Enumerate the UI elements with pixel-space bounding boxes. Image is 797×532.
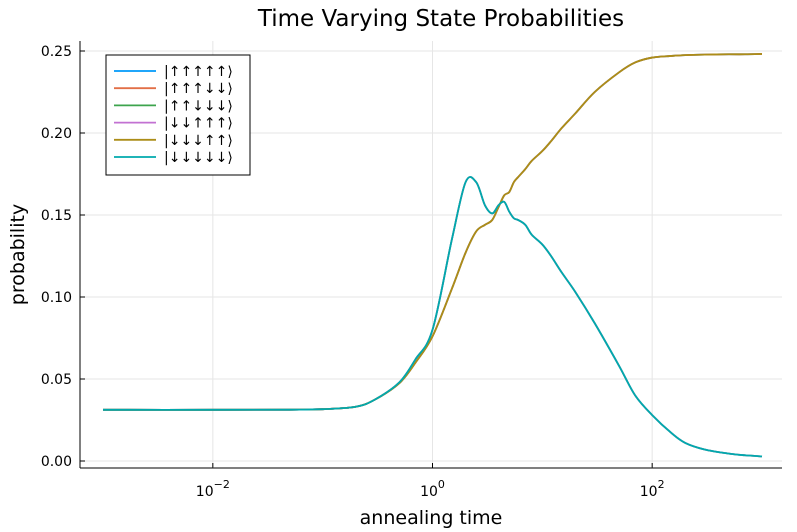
x-axis-ticks: 10−2 100 102 <box>196 463 665 500</box>
y-tick-label: 0.10 <box>41 290 72 306</box>
x-tick-label: 10−2 <box>196 478 230 500</box>
x-tick-label: 102 <box>640 478 665 500</box>
legend: |↑↑↑↑↑⟩|↑↑↑↓↓⟩|↑↑↓↓↓⟩ |↓↓↑↑↑⟩|↓↓↓↑↑⟩|↓↓↓↓… <box>105 54 251 176</box>
y-tick-label: 0.15 <box>41 208 72 224</box>
y-tick-label: 0.05 <box>41 372 72 388</box>
legend-label: |↑↑↑↑↑⟩ <box>164 64 233 80</box>
y-axis-label: probability <box>7 204 29 305</box>
legend-label: |↑↑↑↓↓⟩ <box>164 81 233 97</box>
y-tick-label: 0.25 <box>41 44 72 60</box>
series-lines <box>102 53 763 458</box>
y-tick-label: 0.20 <box>41 126 72 142</box>
legend-label: |↑↑↓↓↓⟩ <box>164 98 233 114</box>
series-line-6 <box>102 176 763 458</box>
legend-label: |↓↓↓↓↓⟩ <box>164 150 233 166</box>
legend-label: |↓↓↑↑↑⟩ <box>164 116 233 132</box>
chart-title: Time Varying State Probabilities <box>257 6 624 32</box>
legend-box <box>105 54 251 176</box>
x-axis-label: annealing time <box>360 507 503 529</box>
x-tick-label: 100 <box>420 478 445 500</box>
legend-label: |↓↓↓↑↑⟩ <box>164 133 233 149</box>
y-axis-ticks: 0.00 0.05 0.10 0.15 0.20 0.25 <box>41 44 85 470</box>
y-tick-label: 0.00 <box>41 454 72 470</box>
